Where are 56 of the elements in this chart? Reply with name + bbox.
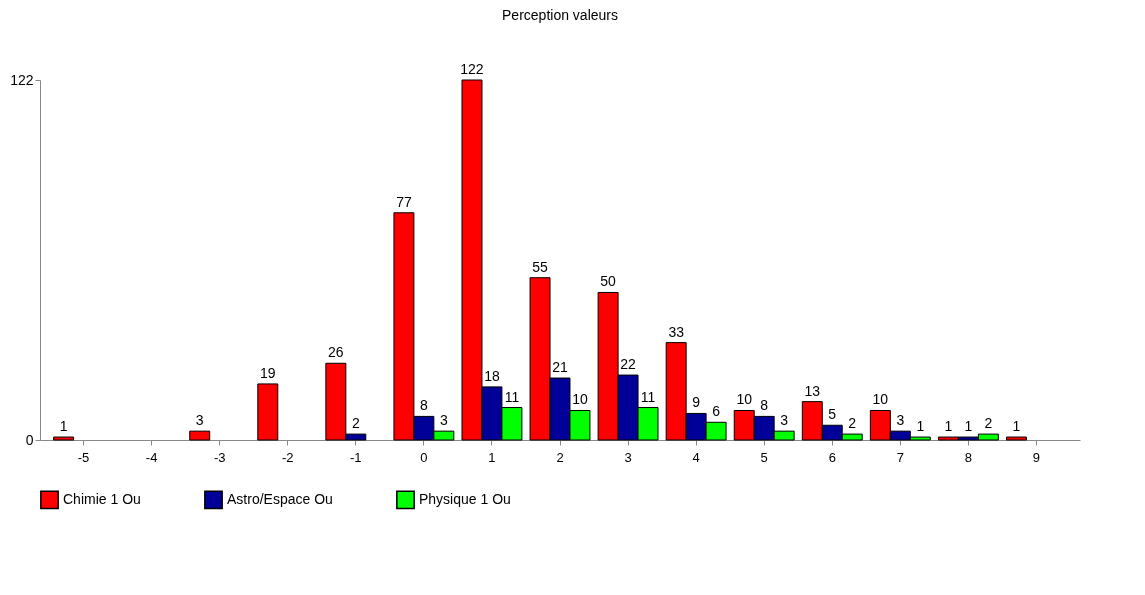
- data-label: 9: [692, 394, 701, 411]
- data-label: 8: [760, 397, 769, 414]
- x-tick-label: 6: [828, 449, 836, 465]
- chart-title: Perception valeurs: [502, 7, 618, 23]
- bar: [1005, 436, 1027, 441]
- x-tick-label: -1: [350, 449, 362, 465]
- bar: [189, 430, 211, 441]
- data-label: 2: [848, 415, 857, 432]
- data-label: 50: [600, 273, 617, 290]
- data-label: 19: [259, 364, 276, 381]
- data-label: 3: [195, 412, 204, 429]
- data-label: 6: [712, 403, 721, 420]
- x-tick-label: 5: [760, 449, 768, 465]
- data-label: 122: [460, 61, 484, 77]
- data-label: 55: [532, 258, 549, 275]
- x-tick-label: 1: [488, 449, 496, 465]
- x-tick-label: 0: [420, 449, 428, 465]
- data-label: 26: [328, 344, 344, 361]
- legend-label: Astro/Espace Ou: [227, 490, 333, 507]
- data-label: 1: [59, 418, 68, 435]
- x-tick-label: -4: [145, 449, 158, 465]
- data-label: 1: [1012, 418, 1021, 435]
- data-label: 21: [552, 359, 568, 376]
- x-tick-label: 2: [556, 449, 564, 465]
- x-tick-label: 3: [624, 449, 632, 465]
- data-label: 8: [419, 397, 428, 414]
- bar: [257, 383, 279, 441]
- data-label: 1: [964, 418, 973, 435]
- data-label: 1: [944, 418, 953, 435]
- x-tick-label: 7: [896, 449, 904, 465]
- x-tick-label: 9: [1032, 449, 1041, 465]
- data-label: 5: [828, 406, 837, 423]
- data-label: 3: [896, 412, 905, 429]
- data-label: 10: [872, 391, 889, 408]
- x-tick-label: -2: [281, 449, 294, 465]
- data-label: 2: [351, 415, 360, 432]
- data-label: 3: [439, 412, 448, 429]
- legend-label: Chimie 1 Ou: [63, 490, 141, 507]
- data-label: 3: [780, 412, 789, 429]
- x-tick-label: 4: [692, 449, 700, 465]
- x-tick-label: -3: [213, 449, 226, 465]
- data-label: 13: [804, 382, 821, 399]
- data-label: 2: [984, 415, 993, 432]
- bar: [53, 436, 75, 441]
- data-label: 77: [396, 193, 412, 210]
- data-label: 10: [572, 391, 588, 408]
- data-label: 33: [668, 323, 685, 340]
- x-tick-label: 8: [964, 449, 972, 465]
- legend-label: Physique 1 Ou: [419, 490, 511, 507]
- data-label: 18: [484, 367, 500, 384]
- data-label: 11: [504, 388, 520, 405]
- data-label: 1: [916, 418, 925, 435]
- x-tick-label: -5: [77, 449, 90, 465]
- data-label: 11: [640, 388, 656, 405]
- data-label: 22: [620, 356, 637, 373]
- data-label: 10: [736, 391, 753, 408]
